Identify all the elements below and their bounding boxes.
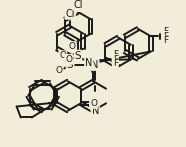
Text: Cl: Cl — [65, 9, 75, 19]
Text: N: N — [85, 58, 92, 68]
Text: O: O — [69, 42, 76, 51]
Text: N: N — [91, 60, 99, 70]
Text: F: F — [163, 27, 168, 36]
Text: S: S — [75, 51, 81, 61]
Text: O: O — [59, 51, 66, 60]
Text: Cl: Cl — [73, 0, 83, 10]
Text: F: F — [163, 32, 168, 41]
Text: N: N — [92, 106, 99, 116]
Text: O: O — [65, 55, 72, 64]
Text: O: O — [56, 66, 63, 75]
Text: F: F — [163, 36, 168, 45]
Text: F: F — [113, 50, 118, 59]
Text: O: O — [90, 99, 97, 108]
Text: F: F — [113, 60, 118, 69]
Text: F: F — [113, 55, 118, 64]
Text: S: S — [67, 60, 73, 70]
